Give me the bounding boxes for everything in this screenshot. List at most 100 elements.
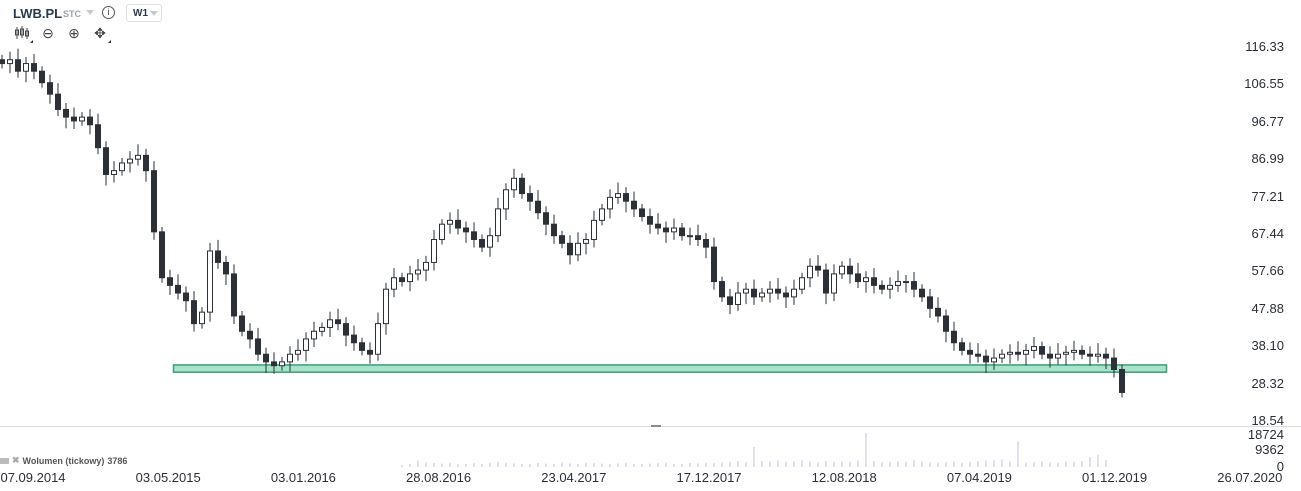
- candle-up: [903, 281, 909, 284]
- volume-settings-icon[interactable]: [0, 457, 9, 464]
- candle-down: [15, 59, 21, 72]
- candle-down: [567, 242, 573, 256]
- candle-up: [23, 63, 29, 72]
- volume-close-icon[interactable]: ✖: [12, 455, 20, 465]
- price-tick-label: 18.54: [1251, 413, 1284, 428]
- candle-down: [271, 361, 277, 367]
- pane-resize-handle[interactable]: [651, 425, 661, 427]
- candle-down: [1079, 349, 1085, 355]
- candle-up: [391, 277, 397, 290]
- interval-dropdown[interactable]: W1: [126, 4, 162, 22]
- candle-down: [31, 63, 37, 72]
- candle-down: [55, 93, 61, 110]
- candle-up: [79, 116, 85, 122]
- info-icon[interactable]: i: [102, 6, 115, 19]
- candle-up: [127, 158, 133, 164]
- candle-up: [687, 235, 693, 238]
- price-tick-label: 38.10: [1251, 338, 1284, 354]
- candle-down: [535, 200, 541, 214]
- candle-down: [247, 330, 253, 340]
- candle-down: [695, 235, 701, 240]
- interval-label: W1: [133, 8, 148, 19]
- candle-down: [471, 231, 477, 240]
- candle-up: [119, 162, 125, 172]
- candle-down: [967, 349, 973, 355]
- candle-down: [703, 238, 709, 248]
- chart-type-icon[interactable]: [14, 25, 33, 43]
- candle-down: [1119, 369, 1125, 393]
- candle-up: [447, 219, 453, 225]
- volume-value: 3786: [107, 455, 128, 466]
- candle-down: [0, 59, 5, 65]
- candle-up: [311, 330, 317, 340]
- time-tick-label: 07.09.2014: [0, 470, 66, 485]
- candle-up: [279, 361, 285, 367]
- candle-up: [671, 227, 677, 233]
- candle-down: [1039, 346, 1045, 355]
- candle-down: [151, 170, 157, 233]
- market-caret-icon[interactable]: [86, 10, 94, 15]
- candle-down: [823, 269, 829, 294]
- move-icon[interactable]: ✥: [92, 25, 111, 43]
- candle-down: [183, 292, 189, 302]
- candle-down: [783, 292, 789, 298]
- zoom-out-icon[interactable]: ⊖: [42, 25, 54, 41]
- candle-down: [919, 288, 925, 298]
- candle-up: [767, 288, 773, 294]
- candle-up: [383, 288, 389, 325]
- candle-down: [263, 353, 269, 363]
- candle-up: [495, 208, 501, 237]
- candle-up: [1055, 353, 1061, 359]
- candle-down: [527, 193, 533, 202]
- price-tick-label: 67.44: [1251, 225, 1284, 241]
- time-tick-label: 17.12.2017: [676, 470, 742, 485]
- candle-up: [839, 265, 845, 275]
- candle-down: [655, 223, 661, 229]
- candle-down: [711, 246, 717, 283]
- volume-tick-label: 0: [1276, 459, 1284, 474]
- price-tick-label: 96.77: [1251, 113, 1284, 129]
- candle-down: [679, 227, 685, 237]
- market-dropdown[interactable]: STC: [63, 9, 81, 19]
- candle-down: [175, 284, 181, 294]
- candle-down: [367, 349, 373, 355]
- candle-up: [407, 273, 413, 283]
- candle-down: [167, 277, 173, 286]
- candle-down: [871, 277, 877, 286]
- candle-down: [719, 281, 725, 298]
- candle-down: [95, 124, 101, 149]
- candle-up: [431, 238, 437, 263]
- price-tick-label: 77.21: [1251, 188, 1284, 204]
- price-tick-label: 47.88: [1251, 300, 1284, 316]
- candle-down: [983, 355, 989, 363]
- candle-up: [1031, 346, 1037, 351]
- interval-caret-icon: [150, 11, 158, 16]
- candle-down: [63, 108, 69, 118]
- candle-up: [1071, 349, 1077, 353]
- candle-down: [639, 208, 645, 218]
- candle-up: [999, 353, 1005, 359]
- candle-down: [543, 212, 549, 225]
- symbol-label[interactable]: LWB.PL: [13, 6, 63, 21]
- candle-up: [615, 193, 621, 198]
- candle-up: [887, 284, 893, 290]
- candle-down: [623, 193, 629, 202]
- candle-down: [815, 265, 821, 271]
- candle-up: [327, 319, 333, 328]
- candle-down: [1103, 353, 1109, 359]
- candle-up: [303, 338, 309, 351]
- volume-tick-label: 9362: [1255, 442, 1284, 457]
- candle-up: [199, 311, 205, 325]
- candle-up: [7, 59, 13, 65]
- candle-up: [991, 357, 997, 363]
- candle-up: [135, 154, 141, 160]
- candle-down: [463, 227, 469, 233]
- candle-down: [159, 231, 165, 279]
- candle-down: [1015, 351, 1021, 355]
- candle-down: [343, 323, 349, 336]
- candle-up: [1007, 351, 1013, 355]
- candle-down: [1087, 353, 1093, 357]
- zoom-in-icon[interactable]: ⊕: [68, 25, 80, 41]
- volume-tick-label: 18724: [1247, 427, 1284, 442]
